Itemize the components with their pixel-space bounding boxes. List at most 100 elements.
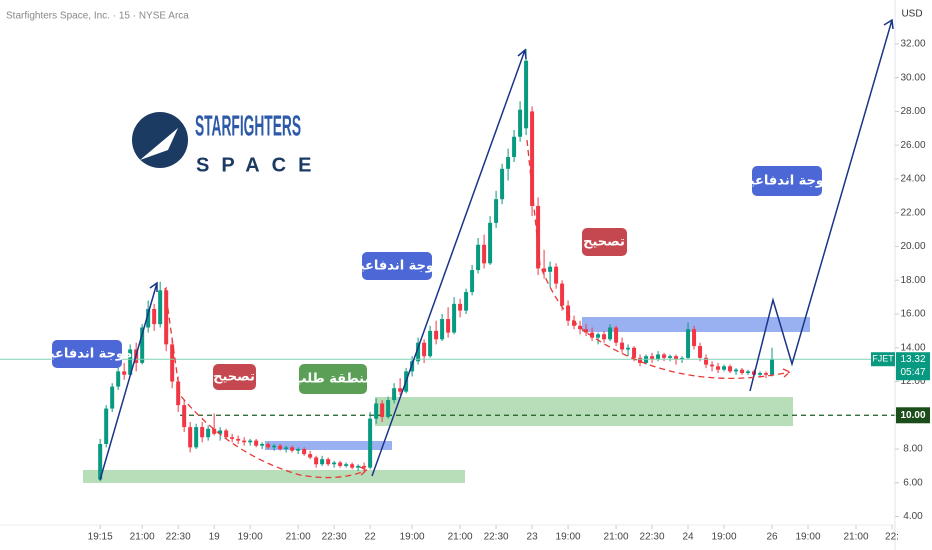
- y-tick-label: 26.00: [900, 140, 925, 151]
- candle-body: [284, 447, 289, 450]
- callout-box: [213, 364, 256, 390]
- y-tick-label: 14.00: [900, 342, 925, 353]
- x-tick-label: 22:: [885, 532, 899, 543]
- candle-body: [548, 266, 553, 272]
- candle-body: [746, 371, 751, 374]
- candle-body: [758, 373, 763, 375]
- x-tick-label: 21:00: [843, 532, 868, 543]
- candle-body: [452, 303, 457, 333]
- callout-text: موجة اندفاعية: [352, 259, 442, 274]
- x-tick-label: 22: [365, 532, 377, 543]
- candle-body: [302, 449, 307, 455]
- candle-body: [560, 283, 565, 306]
- candle-body: [686, 329, 691, 358]
- candle-body: [698, 346, 703, 358]
- demand-zone: [375, 397, 793, 426]
- candle-body: [242, 440, 247, 443]
- candle-body: [182, 405, 187, 428]
- candle-body: [542, 268, 547, 272]
- ticker-tag: [871, 352, 895, 367]
- y-tick-label: 6.00: [903, 477, 923, 488]
- candle-body: [662, 354, 667, 358]
- candle-body: [326, 459, 331, 465]
- candle-body: [602, 334, 607, 340]
- candle-body: [176, 381, 181, 406]
- candle-body: [368, 418, 373, 468]
- x-tick-label: 22:30: [640, 532, 665, 543]
- x-tick-label: 19:00: [796, 532, 821, 543]
- logo-mark: [132, 112, 188, 168]
- last-price-tag: [896, 352, 930, 381]
- candle-body: [266, 443, 271, 448]
- y-tick-label: 32.00: [900, 39, 925, 50]
- logo-sub: SPACE: [196, 154, 323, 176]
- candle-body: [632, 347, 637, 358]
- candle-body: [170, 344, 175, 382]
- candle-body: [704, 357, 709, 365]
- x-tick-label: 19: [209, 532, 221, 543]
- price-level-tag: [896, 407, 930, 424]
- callout-box: [752, 166, 822, 196]
- currency: USD: [901, 9, 922, 20]
- candle-body: [440, 319, 445, 340]
- candle-body: [650, 356, 655, 360]
- correction-curve: [526, 139, 792, 380]
- price-level-label: 10.00: [900, 410, 925, 421]
- candle-body: [458, 303, 463, 311]
- countdown: 05:47: [900, 367, 925, 378]
- candle-body: [128, 349, 133, 375]
- candle-body: [248, 440, 253, 443]
- candle-body: [668, 356, 673, 358]
- candle-body: [566, 305, 571, 321]
- candle-body: [518, 109, 523, 137]
- candle-body: [152, 308, 157, 325]
- correction-curve: [164, 287, 369, 479]
- y-tick-label: 16.00: [900, 309, 925, 320]
- candle-body: [374, 403, 379, 419]
- candle-body: [386, 400, 391, 417]
- candle-body: [332, 462, 337, 465]
- candle-body: [722, 366, 727, 370]
- candle-body: [506, 156, 511, 169]
- candle-body: [428, 330, 433, 357]
- logo-plane: [140, 128, 178, 160]
- candle-body: [200, 427, 205, 438]
- candle-body: [314, 457, 319, 465]
- candle-body: [596, 334, 601, 338]
- candle-body: [98, 443, 103, 480]
- callout-text: تصحيح: [583, 235, 625, 250]
- candle-body: [716, 366, 721, 370]
- candle-body: [530, 111, 535, 206]
- candle-body: [140, 327, 145, 363]
- candle-body: [206, 428, 211, 438]
- y-tick-label: 8.00: [903, 444, 923, 455]
- y-tick-label: 22.00: [900, 207, 925, 218]
- resistance-zone: [582, 317, 810, 332]
- candle-body: [158, 290, 163, 325]
- candle-body: [770, 359, 775, 375]
- candle-body: [476, 244, 481, 271]
- candle-body: [290, 447, 295, 451]
- callout-text: منطقة طلب: [293, 372, 372, 387]
- candle-body: [524, 60, 529, 129]
- last-price-label: 13.32: [900, 354, 925, 365]
- candle-body: [584, 329, 589, 333]
- x-tick-label: 26: [766, 532, 778, 543]
- candle-body: [638, 357, 643, 363]
- callout-text: موجة اندفاعية: [742, 174, 832, 189]
- x-tick-label: 21:00: [286, 532, 311, 543]
- candle-body: [260, 443, 265, 446]
- callout-box: [52, 340, 122, 368]
- candle-body: [320, 459, 325, 465]
- candle-body: [422, 342, 427, 357]
- x-tick-label: 21:00: [604, 532, 629, 543]
- candle-body: [482, 244, 487, 264]
- candle-body: [164, 290, 169, 345]
- x-tick-label: 19:00: [556, 532, 581, 543]
- x-tick-label: 24: [682, 532, 694, 543]
- candle-body: [446, 319, 451, 333]
- demand-zone: [83, 470, 465, 483]
- x-tick-label: 19:15: [88, 532, 113, 543]
- candle-body: [146, 308, 151, 328]
- candle-body: [350, 464, 355, 468]
